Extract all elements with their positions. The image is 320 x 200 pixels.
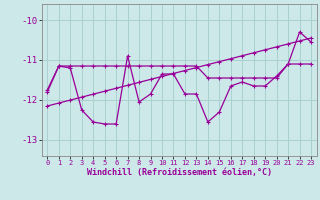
X-axis label: Windchill (Refroidissement éolien,°C): Windchill (Refroidissement éolien,°C) <box>87 168 272 177</box>
